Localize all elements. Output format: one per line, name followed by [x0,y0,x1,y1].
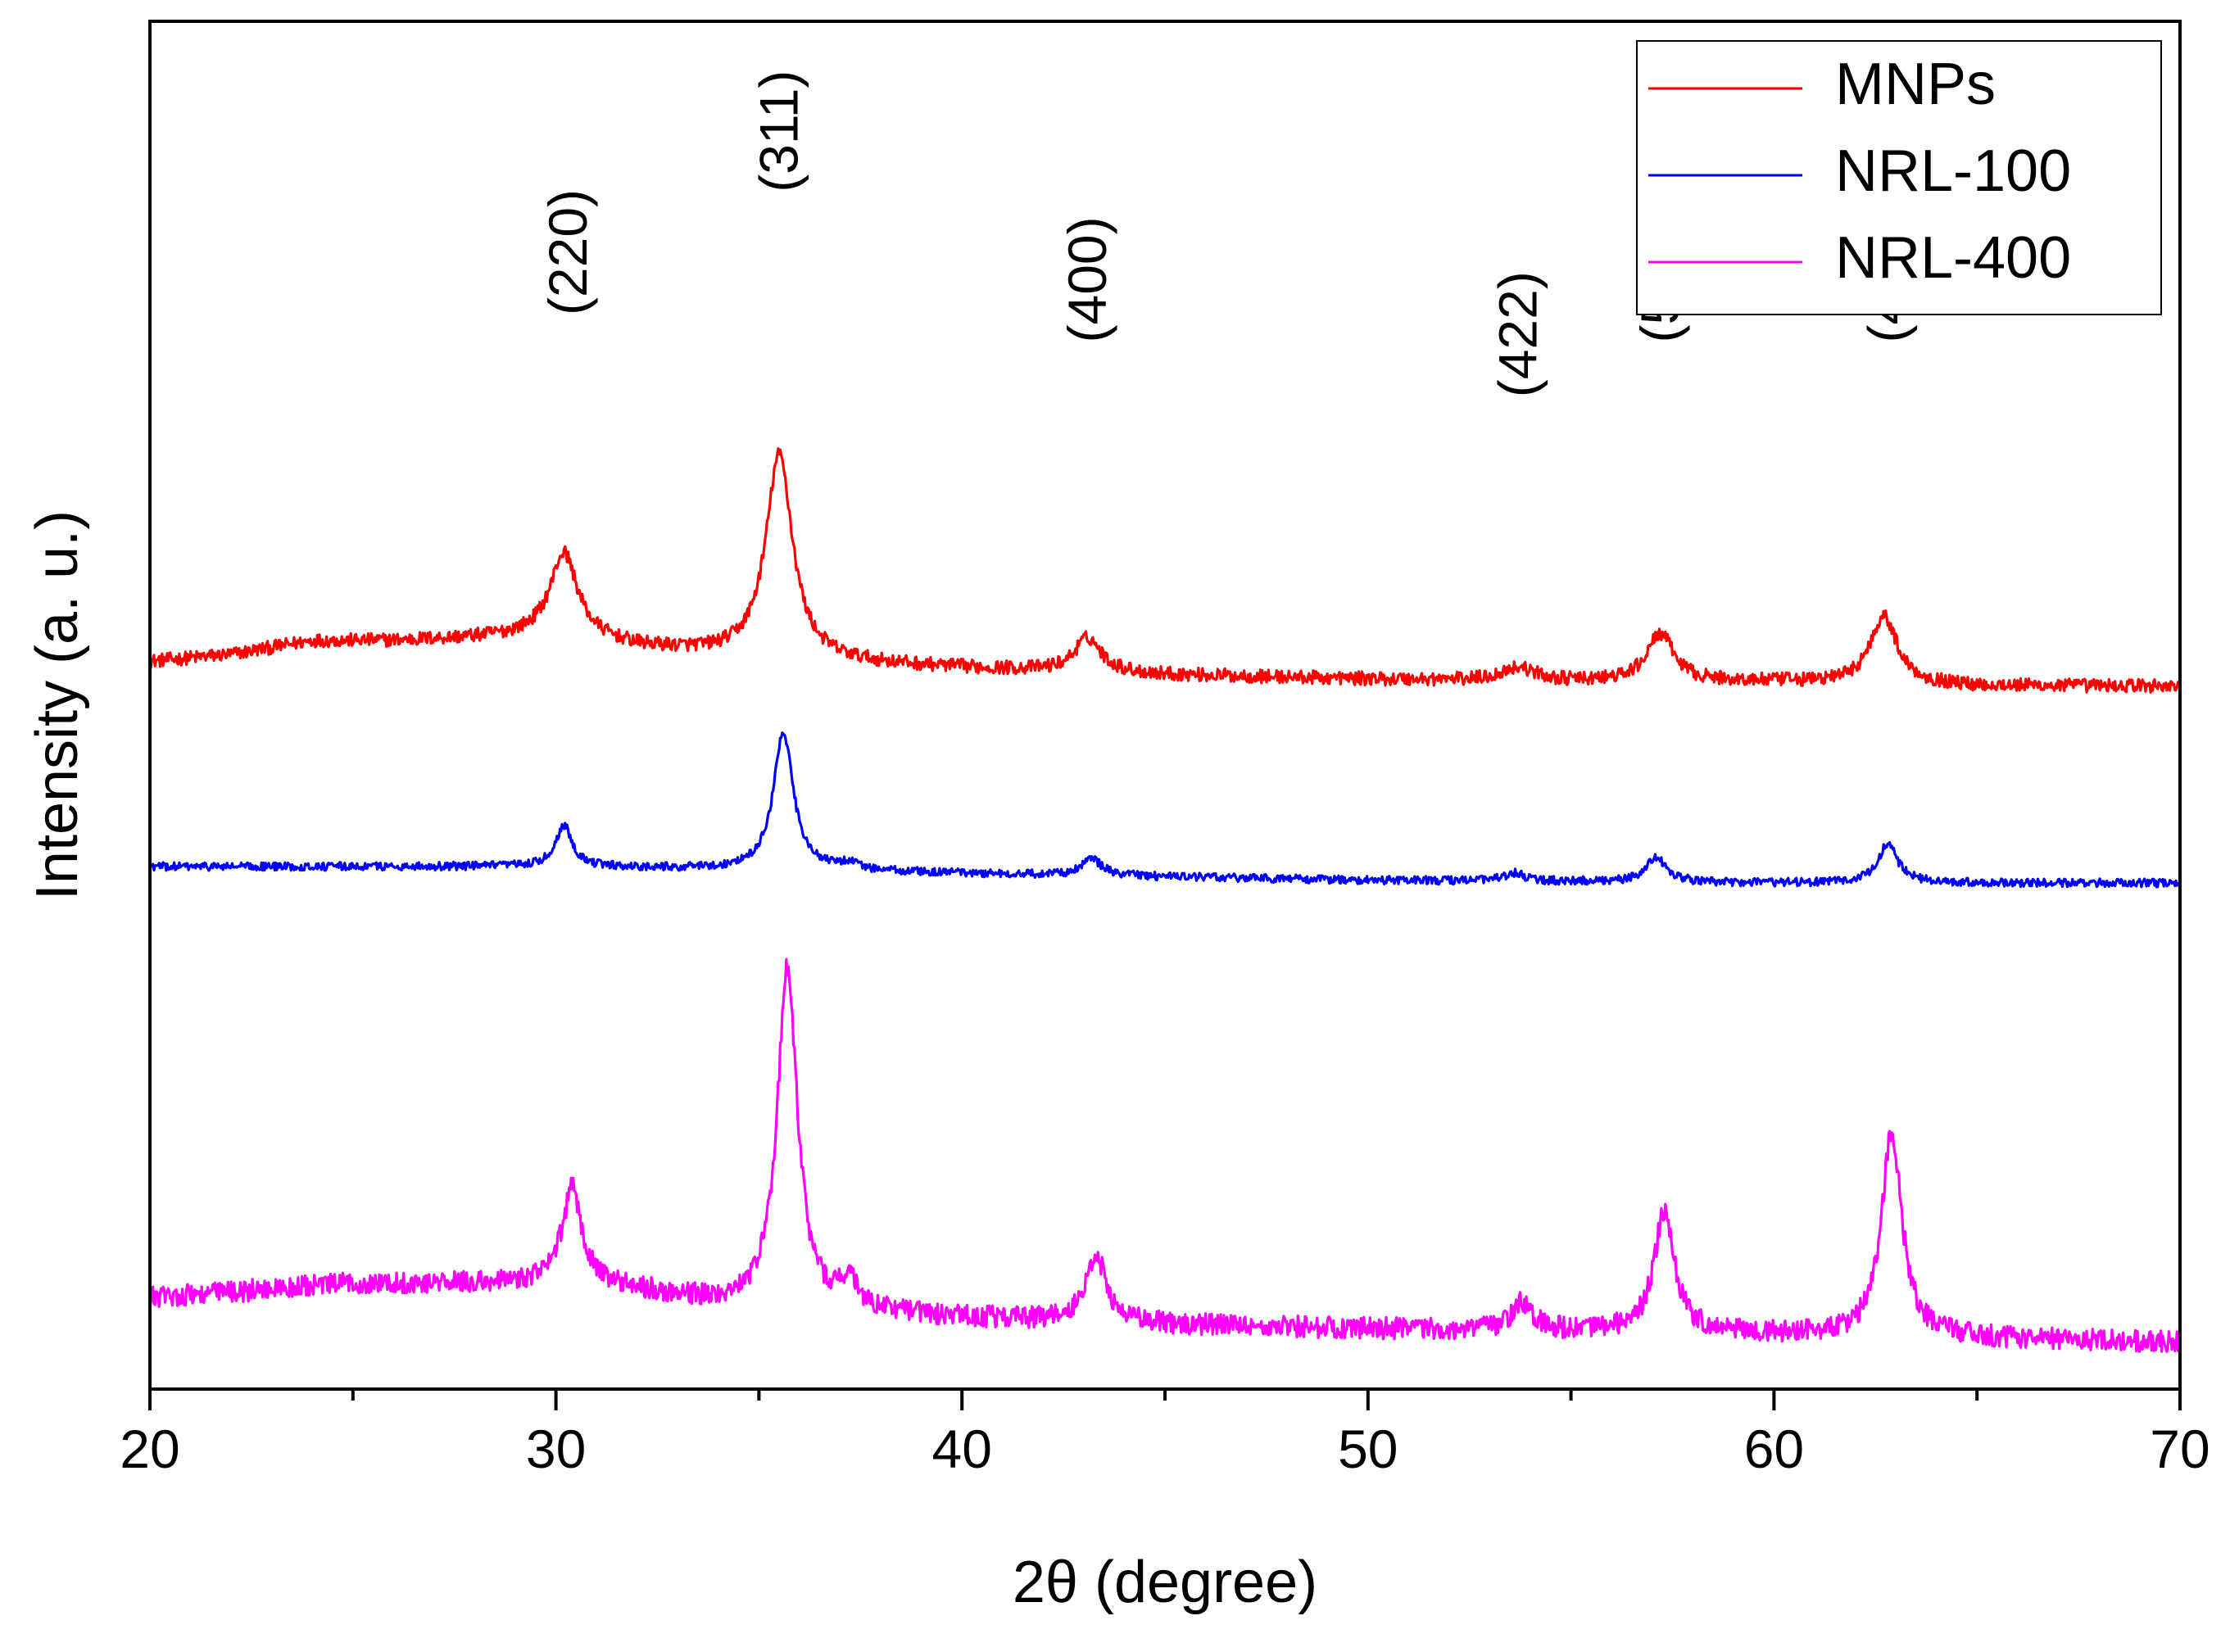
tick-layer: 20 30 40 50 60 70 [120,1389,2210,1479]
series-line-mnps [149,447,2182,694]
peak-label-311: (311) [749,70,809,192]
legend-label-mnps: MNPs [1835,52,1996,117]
x-tick-label-30: 30 [526,1419,586,1479]
peak-label-422: (422) [1488,271,1548,397]
series-line-nrl-100 [148,731,2182,889]
legend-label-nrl-400: NRL-400 [1835,225,2071,291]
legend-box [1636,40,2162,315]
y-axis-title: Intensity (a. u.) [25,510,90,900]
x-axis-title: 2θ (degree) [1013,1550,1317,1615]
legend-label-nrl-100: NRL-100 [1835,138,2071,204]
x-tick-label-20: 20 [120,1419,179,1479]
x-tick-label-40: 40 [931,1419,991,1479]
legend: MNPs NRL-100 NRL-400 [1636,40,2162,315]
annotation-layer: (220)(311)(400)(422)(511)(440) [537,70,1918,398]
series-layer [148,447,2182,1353]
peak-label-400: (400) [1057,216,1117,342]
x-tick-label-60: 60 [1744,1419,1804,1479]
series-line-nrl-400 [148,957,2182,1353]
x-tick-label-50: 50 [1338,1419,1398,1479]
peak-label-220: (220) [537,189,598,315]
x-tick-label-70: 70 [2150,1419,2210,1479]
